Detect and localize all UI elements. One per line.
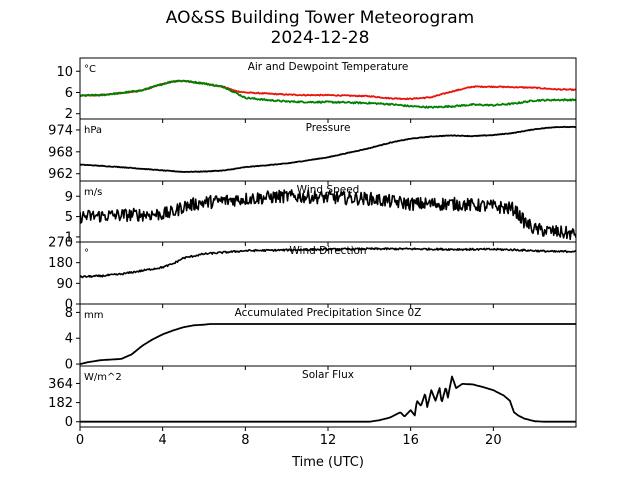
y-tick-label-wind-speed-5: 5 xyxy=(65,210,73,225)
y-tick-label-wind-dir-0: 0 xyxy=(65,298,73,313)
chart-title: AO&SS Building Tower Meteorogram xyxy=(165,8,475,28)
y-tick-label-wind-speed-9: 9 xyxy=(65,190,73,205)
y-tick-label-temp-2: 2 xyxy=(65,107,73,122)
y-tick-label-wind-speed-1: 1 xyxy=(65,230,73,245)
panel-title-solar: Solar Flux xyxy=(302,369,354,381)
y-tick-label-solar-182: 182 xyxy=(48,396,73,411)
x-axis-label: Time (UTC) xyxy=(291,455,364,470)
panel-unit-precip: mm xyxy=(84,310,103,321)
series-line-temp-1 xyxy=(80,79,576,109)
panel-title-pressure: Pressure xyxy=(306,122,351,134)
panel-unit-temp: °C xyxy=(84,64,96,75)
x-tick-label-8: 8 xyxy=(241,433,249,448)
series-line-temp-0 xyxy=(80,79,576,101)
panel-title-wind-speed: Wind Speed xyxy=(297,184,360,196)
y-tick-label-pressure-968: 968 xyxy=(48,145,73,160)
y-tick-label-pressure-974: 974 xyxy=(48,123,73,138)
series-line-solar-0 xyxy=(80,375,576,423)
y-tick-label-wind-dir-90: 90 xyxy=(56,277,73,292)
x-tick-label-16: 16 xyxy=(402,433,419,448)
y-tick-label-solar-364: 364 xyxy=(48,377,73,392)
chart-subtitle: 2024-12-28 xyxy=(270,28,370,48)
panel-unit-solar: W/m^2 xyxy=(84,372,122,383)
x-tick-label-0: 0 xyxy=(76,433,84,448)
series-line-precip-0 xyxy=(80,323,576,365)
x-tick-label-20: 20 xyxy=(485,433,502,448)
series-line-wind-dir-0 xyxy=(80,247,576,279)
panel-unit-wind-dir: ° xyxy=(84,248,89,259)
series-line-wind-speed-0 xyxy=(80,189,576,241)
y-tick-label-solar-0: 0 xyxy=(65,415,73,430)
series-line-pressure-0 xyxy=(80,125,576,173)
panel-title-precip: Accumulated Precipitation Since 0Z xyxy=(235,307,422,319)
x-tick-label-4: 4 xyxy=(159,433,167,448)
panel-title-wind-dir: Wind Direction xyxy=(289,245,366,257)
panel-unit-wind-speed: m/s xyxy=(84,187,102,198)
y-tick-label-precip-0: 0 xyxy=(65,358,73,373)
panel-unit-pressure: hPa xyxy=(84,125,102,136)
x-tick-label-12: 12 xyxy=(320,433,337,448)
y-tick-label-precip-4: 4 xyxy=(65,332,73,347)
y-tick-label-temp-6: 6 xyxy=(65,86,73,101)
panel-title-temp: Air and Dewpoint Temperature xyxy=(248,61,409,73)
y-tick-label-precip-8: 8 xyxy=(65,306,73,321)
y-tick-label-wind-dir-180: 180 xyxy=(48,256,73,271)
y-tick-label-temp-10: 10 xyxy=(56,65,73,80)
y-tick-label-wind-dir-270: 270 xyxy=(48,236,73,251)
y-tick-label-pressure-962: 962 xyxy=(48,167,73,182)
